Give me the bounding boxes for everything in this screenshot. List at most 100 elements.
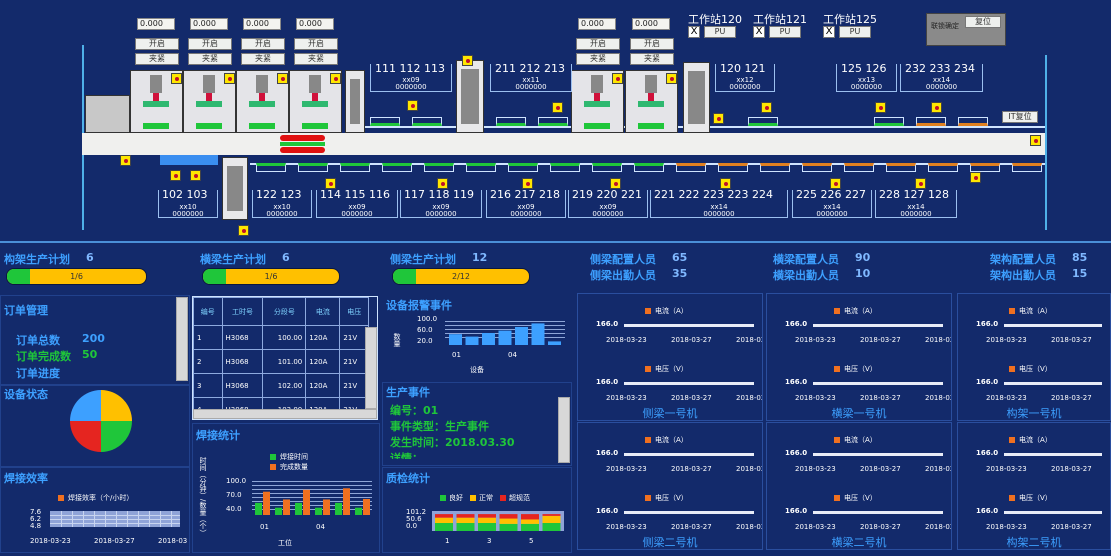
- order-progress-label: 订单进度: [16, 367, 60, 380]
- machine-title: 横梁一号机: [831, 407, 887, 420]
- table-row[interactable]: 3 H3068 102.00 120A 21V: [193, 373, 369, 398]
- gridline: [116, 511, 117, 527]
- workstation-label: 工作站120: [688, 13, 742, 26]
- open-button[interactable]: 开启: [241, 38, 285, 50]
- station-value-input[interactable]: 0.000: [296, 18, 334, 30]
- station-group: xx09 0000000: [370, 64, 452, 92]
- roller-green: [280, 142, 325, 146]
- reset-button[interactable]: 复位: [965, 16, 1001, 28]
- status-indicator-icon: [238, 225, 249, 236]
- x-tick: 1: [445, 537, 450, 545]
- gridline: [445, 325, 565, 326]
- x-tick: 2018-03: [736, 394, 763, 402]
- pu-button[interactable]: PU: [839, 26, 871, 38]
- column-header[interactable]: 分段号: [262, 297, 307, 326]
- table-header-row: 编号 工时号 分段号 电流 电压: [193, 297, 369, 326]
- production-event-title: 生产事件: [386, 386, 430, 399]
- bar-segment: [435, 517, 453, 523]
- staff-attendance-value: 35: [672, 267, 688, 280]
- clamp-button[interactable]: 夹紧: [294, 53, 338, 65]
- x-tick: 2018-03-27: [671, 336, 712, 344]
- welding-cell: [289, 70, 342, 133]
- y-tick: 166.0: [596, 449, 619, 457]
- plan-progress-bar: 2/12: [392, 268, 530, 285]
- station-value-input[interactable]: 0.000: [632, 18, 670, 30]
- torch-tip: [594, 93, 600, 101]
- column-header[interactable]: 电流: [305, 297, 341, 326]
- staff-attendance-label: 架构出勤人员: [990, 269, 1056, 282]
- bar-segment: [499, 523, 518, 531]
- weld-title: 焊接统计: [196, 429, 240, 442]
- order-total-value: 200: [82, 332, 105, 345]
- status-indicator-icon: [970, 172, 981, 183]
- workstation-checkbox[interactable]: X: [688, 26, 700, 38]
- open-button[interactable]: 开启: [188, 38, 232, 50]
- station-group-label: 125 126: [841, 62, 887, 75]
- column-header[interactable]: 工时号: [221, 297, 264, 326]
- lift-unit: [345, 70, 365, 133]
- status-indicator-icon: [720, 178, 731, 189]
- status-indicator-icon: [190, 170, 201, 181]
- staff-attendance-label: 横梁出勤人员: [773, 269, 839, 282]
- open-button[interactable]: 开启: [576, 38, 620, 50]
- table-vertical-scrollbar[interactable]: [365, 327, 377, 409]
- fixture-green: [584, 123, 610, 129]
- station-group: xx11 0000000: [490, 64, 572, 92]
- x-tick: 2018-03: [925, 394, 952, 402]
- clamp-button[interactable]: 夹紧: [576, 53, 620, 65]
- pallet-slot: [412, 117, 442, 126]
- open-button[interactable]: 开启: [135, 38, 179, 50]
- quality-title: 质检统计: [386, 472, 430, 485]
- station-group-label: 216 217 218: [490, 188, 560, 201]
- pallet-slot: [748, 117, 778, 126]
- pu-button[interactable]: PU: [769, 26, 801, 38]
- station-count: 0000000: [816, 210, 848, 218]
- workstation-checkbox[interactable]: X: [753, 26, 765, 38]
- status-indicator-icon: [931, 102, 942, 113]
- open-button[interactable]: 开启: [630, 38, 674, 50]
- table-horizontal-scrollbar[interactable]: [193, 409, 377, 419]
- clamp-button[interactable]: 夹紧: [135, 53, 179, 65]
- table-row[interactable]: 2 H3068 101.00 120A 21V: [193, 349, 369, 374]
- workstation-checkbox[interactable]: X: [823, 26, 835, 38]
- bar-segment: [499, 514, 518, 519]
- open-button[interactable]: 开启: [294, 38, 338, 50]
- gridline: [72, 511, 73, 527]
- table-row[interactable]: 1 H3068 100.00 120A 21V: [193, 325, 369, 350]
- gridline: [252, 505, 372, 506]
- gridline: [94, 511, 95, 527]
- lift-unit: [456, 60, 484, 133]
- station-value-input[interactable]: 0.000: [190, 18, 228, 30]
- clamp-button[interactable]: 夹紧: [630, 53, 674, 65]
- event-scrollbar[interactable]: [558, 397, 570, 463]
- station-value-input[interactable]: 0.000: [137, 18, 175, 30]
- status-indicator-icon: [612, 73, 623, 84]
- series-line: [813, 511, 943, 514]
- pu-button[interactable]: PU: [704, 26, 736, 38]
- clamp-button[interactable]: 夹紧: [241, 53, 285, 65]
- station-group-label: 120 121: [720, 62, 766, 75]
- machine-chart-panel: 电流（A） 166.0 2018-03-23 2018-03-27 2018-03 电压（…: [577, 422, 763, 550]
- bar-segment: [542, 522, 561, 531]
- x-tick: 2018-03: [736, 523, 763, 531]
- x-tick: 3: [487, 537, 492, 545]
- station-value-input[interactable]: 0.000: [578, 18, 616, 30]
- station-group: xx10 0000000: [158, 190, 218, 218]
- station-value-input[interactable]: 0.000: [243, 18, 281, 30]
- clamp-button[interactable]: 夹紧: [188, 53, 232, 65]
- series-line: [624, 324, 754, 327]
- machine-chart-panel: 电流（A） 166.0 2018-03-23 2018-03-27 2018-03 电压（…: [577, 293, 763, 421]
- it-reset-button[interactable]: IT复位: [1002, 111, 1038, 123]
- column-header[interactable]: 编号: [193, 297, 223, 326]
- x-tick: 2018-03-27: [671, 465, 712, 473]
- staff-attendance-value: 10: [855, 267, 871, 280]
- y-tick: 7.6: [30, 508, 42, 516]
- welding-cell: [236, 70, 289, 133]
- order-done-label: 订单完成数: [16, 350, 71, 363]
- column-header[interactable]: 电压: [339, 297, 369, 326]
- order-scrollbar[interactable]: [176, 297, 188, 381]
- y-tick: 166.0: [976, 507, 999, 515]
- bar-segment: [456, 522, 475, 531]
- y-tick: 50.6: [406, 515, 422, 523]
- legend-swatch: [645, 437, 651, 443]
